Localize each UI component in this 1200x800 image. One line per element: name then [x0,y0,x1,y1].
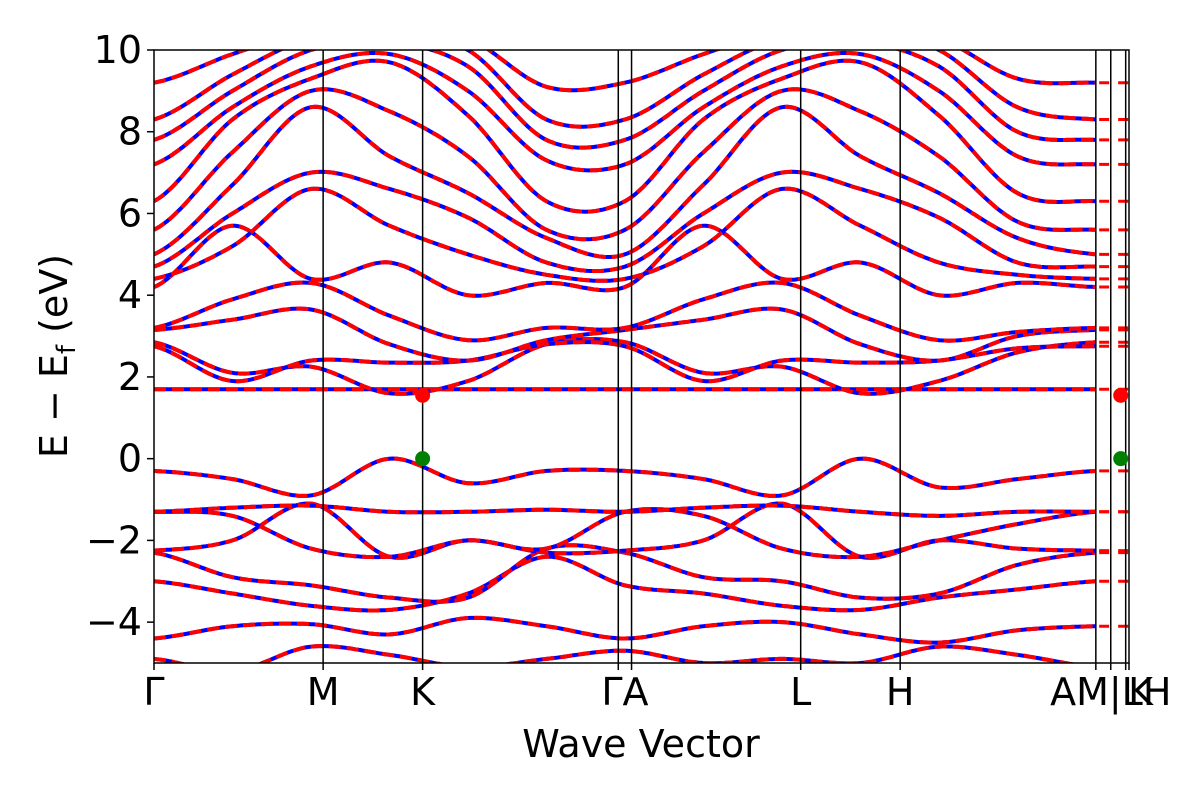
y-tick-label: 4 [118,273,142,317]
band-line-blue [154,456,1096,498]
x-tick-label: M [307,670,340,714]
plot-frame [153,49,1130,664]
x-axis-ticks: Γ M K ΓA L H AM|LHK [143,663,1171,715]
band-line-blue [154,280,1096,343]
y-axis-label: E − Ef (eV) [32,254,82,458]
vbm-marker [415,451,431,467]
band-line-red-dashed [154,543,1096,604]
band-line-red-dashed [154,87,1096,242]
vbm-marker [1113,451,1129,467]
band-edge-markers [415,387,1129,467]
x-tick-label: AM|LH [1050,670,1171,715]
band-line-red-dashed [154,50,1096,129]
band-line-red-dashed [154,340,1096,384]
x-tick-label: Γ [143,670,164,714]
band-line-red-dashed [154,280,1096,343]
y-tick-label: 8 [118,110,142,154]
y-tick-label: 0 [118,437,142,481]
y-axis-label-subscript: f [52,344,82,354]
x-axis-label: Wave Vector [522,722,760,766]
y-axis-label-unit: (eV) [32,254,76,345]
band-line-blue [154,306,1096,363]
band-line-red-dashed [154,456,1096,498]
x-tick-label: K [410,670,436,714]
band-line-red-dashed [154,50,1096,173]
y-tick-label: −4 [86,600,142,644]
high-symmetry-lines [322,50,1127,663]
y-tick-label: 10 [94,28,142,72]
band-line-blue [154,50,1096,93]
band-line-red-dashed [154,223,1096,298]
x-tick-label: H [886,670,915,714]
y-axis-ticks: −4 −2 0 2 4 6 8 10 [86,28,154,644]
x-tick-label: K [1128,670,1154,714]
band-line-red-dashed [154,554,1096,613]
x-tick-label: L [790,670,811,714]
band-line-red-dashed [154,615,1096,645]
band-line-red-dashed [154,169,1096,273]
band-line-red-dashed [154,306,1096,363]
band-line-red-dashed [154,50,1096,150]
band-line-red-dashed [154,186,1096,283]
cbm-marker [415,387,431,403]
y-axis-label-main: E − E [32,354,76,458]
band-line-red-dashed [154,503,1096,518]
x-tick-label: ΓA [601,670,648,714]
y-tick-label: 6 [118,191,142,235]
y-tick-label: −2 [86,518,142,562]
bands-layer [154,50,1129,663]
band-line-red-dashed [154,337,1096,396]
band-line-red-dashed [154,58,1096,214]
band-line-red-dashed [154,644,1078,663]
band-line-red-dashed [154,104,1096,259]
cbm-marker [1113,387,1129,403]
y-tick-label: 2 [118,355,142,399]
